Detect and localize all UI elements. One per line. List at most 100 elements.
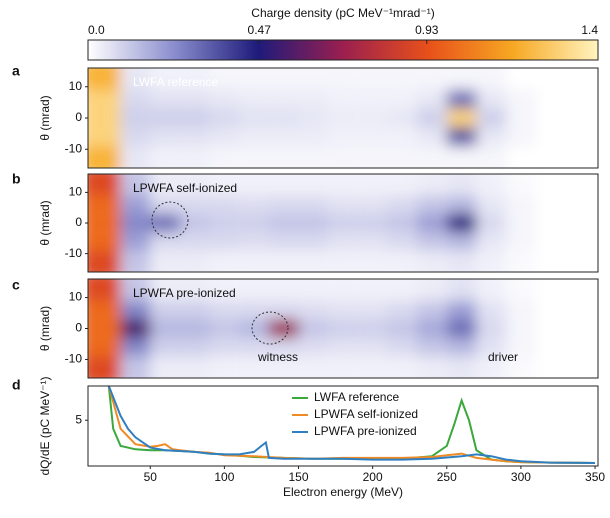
heatmap-cell [298, 108, 329, 128]
x-axis-label: Electron energy (MeV) [283, 485, 403, 499]
heatmap-cell [268, 127, 299, 147]
heatmap-cell [298, 319, 329, 338]
heatmap-cell [535, 68, 566, 90]
heatmap-cell [387, 319, 418, 338]
heatmap-cell [120, 279, 151, 301]
heatmap-cell [506, 127, 536, 147]
heatmap-cell [417, 300, 447, 320]
heatmap-cell [446, 319, 477, 338]
heatmap-cell [209, 213, 240, 233]
heatmap-cell [268, 108, 299, 128]
heatmap-cell [88, 68, 121, 90]
heatmap-cell [565, 174, 596, 196]
heatmap-cell [328, 195, 358, 214]
heatmap-cell [179, 174, 210, 196]
x-tick-label: 250 [437, 470, 457, 484]
heatmap-cell [298, 356, 329, 378]
heatmap-cell [506, 337, 536, 357]
heatmap-cell [209, 174, 240, 196]
heatmap-cell [88, 108, 121, 128]
y-tick-label: 0 [75, 321, 82, 335]
heatmap-cell [446, 127, 477, 147]
heatmap-cell [565, 356, 596, 378]
heatmap-cell [88, 174, 121, 196]
heatmap-cell [298, 337, 329, 357]
heatmap-cell [268, 195, 299, 214]
panel-annotation: LPWFA pre-ionized [133, 286, 236, 300]
panel-letter: b [12, 171, 21, 187]
heatmap-cell [417, 337, 447, 357]
y-tick-label: -10 [65, 141, 83, 155]
heatmap-cell [476, 195, 507, 214]
heatmap-cell [417, 250, 447, 272]
heatmap-cell [88, 195, 121, 214]
heatmap-cell [298, 279, 329, 301]
heatmap-cell [328, 127, 358, 147]
heatmap-cell [179, 195, 210, 214]
heatmap-cell [179, 232, 210, 251]
heatmap-cell [150, 319, 180, 338]
heatmap-cell [120, 356, 151, 378]
heatmap-cell [476, 337, 507, 357]
heatmap-cell [357, 89, 388, 109]
heatmap-cell [446, 356, 477, 378]
heatmap-cell [209, 232, 240, 251]
heatmap-cell [476, 108, 507, 128]
y-axis-label: dQ/dE (pC MeV⁻¹) [38, 376, 52, 475]
heatmap-cell [446, 232, 477, 251]
heatmap-cell [298, 127, 329, 147]
heatmap-cell [476, 127, 507, 147]
heatmap-cell [328, 174, 358, 196]
heatmap-cell [179, 68, 210, 90]
panel-annotation: LPWFA self-ionized [133, 181, 237, 195]
heatmap-cell [88, 300, 121, 320]
heatmap-cell [179, 300, 210, 320]
heatmap-cell [268, 213, 299, 233]
heatmap-cell [357, 337, 388, 357]
heatmap-cell [268, 146, 299, 168]
heatmap-cell [239, 300, 269, 320]
heatmap-cell [120, 319, 151, 338]
heatmap-cell [209, 68, 240, 90]
annotation: witness [257, 350, 298, 364]
y-axis-label: θ (mrad) [38, 200, 52, 245]
panel-letter: d [12, 377, 21, 393]
heatmap-cell [387, 174, 418, 196]
heatmap-cell [565, 195, 596, 214]
y-tick-label: 5 [75, 412, 82, 426]
heatmap-cell [387, 127, 418, 147]
heatmap-cell [417, 279, 447, 301]
heatmap-cell [150, 300, 180, 320]
heatmap-cell [150, 356, 180, 378]
legend-label: LWFA reference [314, 390, 399, 404]
heatmap-cell [387, 213, 418, 233]
heatmap-cell [446, 250, 477, 272]
heatmap-cell [417, 213, 447, 233]
heatmap-cell [565, 213, 596, 233]
heatmap-cell [239, 337, 269, 357]
panel-letter: a [12, 63, 20, 79]
heatmap-cell [179, 127, 210, 147]
heatmap-cell [535, 174, 566, 196]
y-tick-label: -10 [65, 246, 83, 260]
heatmap-cell [150, 232, 180, 251]
heatmap-cell [417, 232, 447, 251]
heatmap-cell [298, 174, 329, 196]
heatmap-cell [328, 232, 358, 251]
heatmap-cell [120, 300, 151, 320]
heatmap-cell [150, 279, 180, 301]
heatmap-cell [120, 89, 151, 109]
heatmap-cell [535, 250, 566, 272]
heatmap-cell [535, 146, 566, 168]
heatmap-cell [506, 279, 536, 301]
heatmap-cell [88, 250, 121, 272]
y-tick-label: 10 [69, 185, 83, 199]
heatmap-cell [88, 127, 121, 147]
x-tick-label: 350 [585, 470, 605, 484]
heatmap-cell [535, 319, 566, 338]
lines [107, 386, 596, 464]
heatmap-cell [268, 68, 299, 90]
heatmap-cell [357, 356, 388, 378]
heatmap-cell [506, 213, 536, 233]
